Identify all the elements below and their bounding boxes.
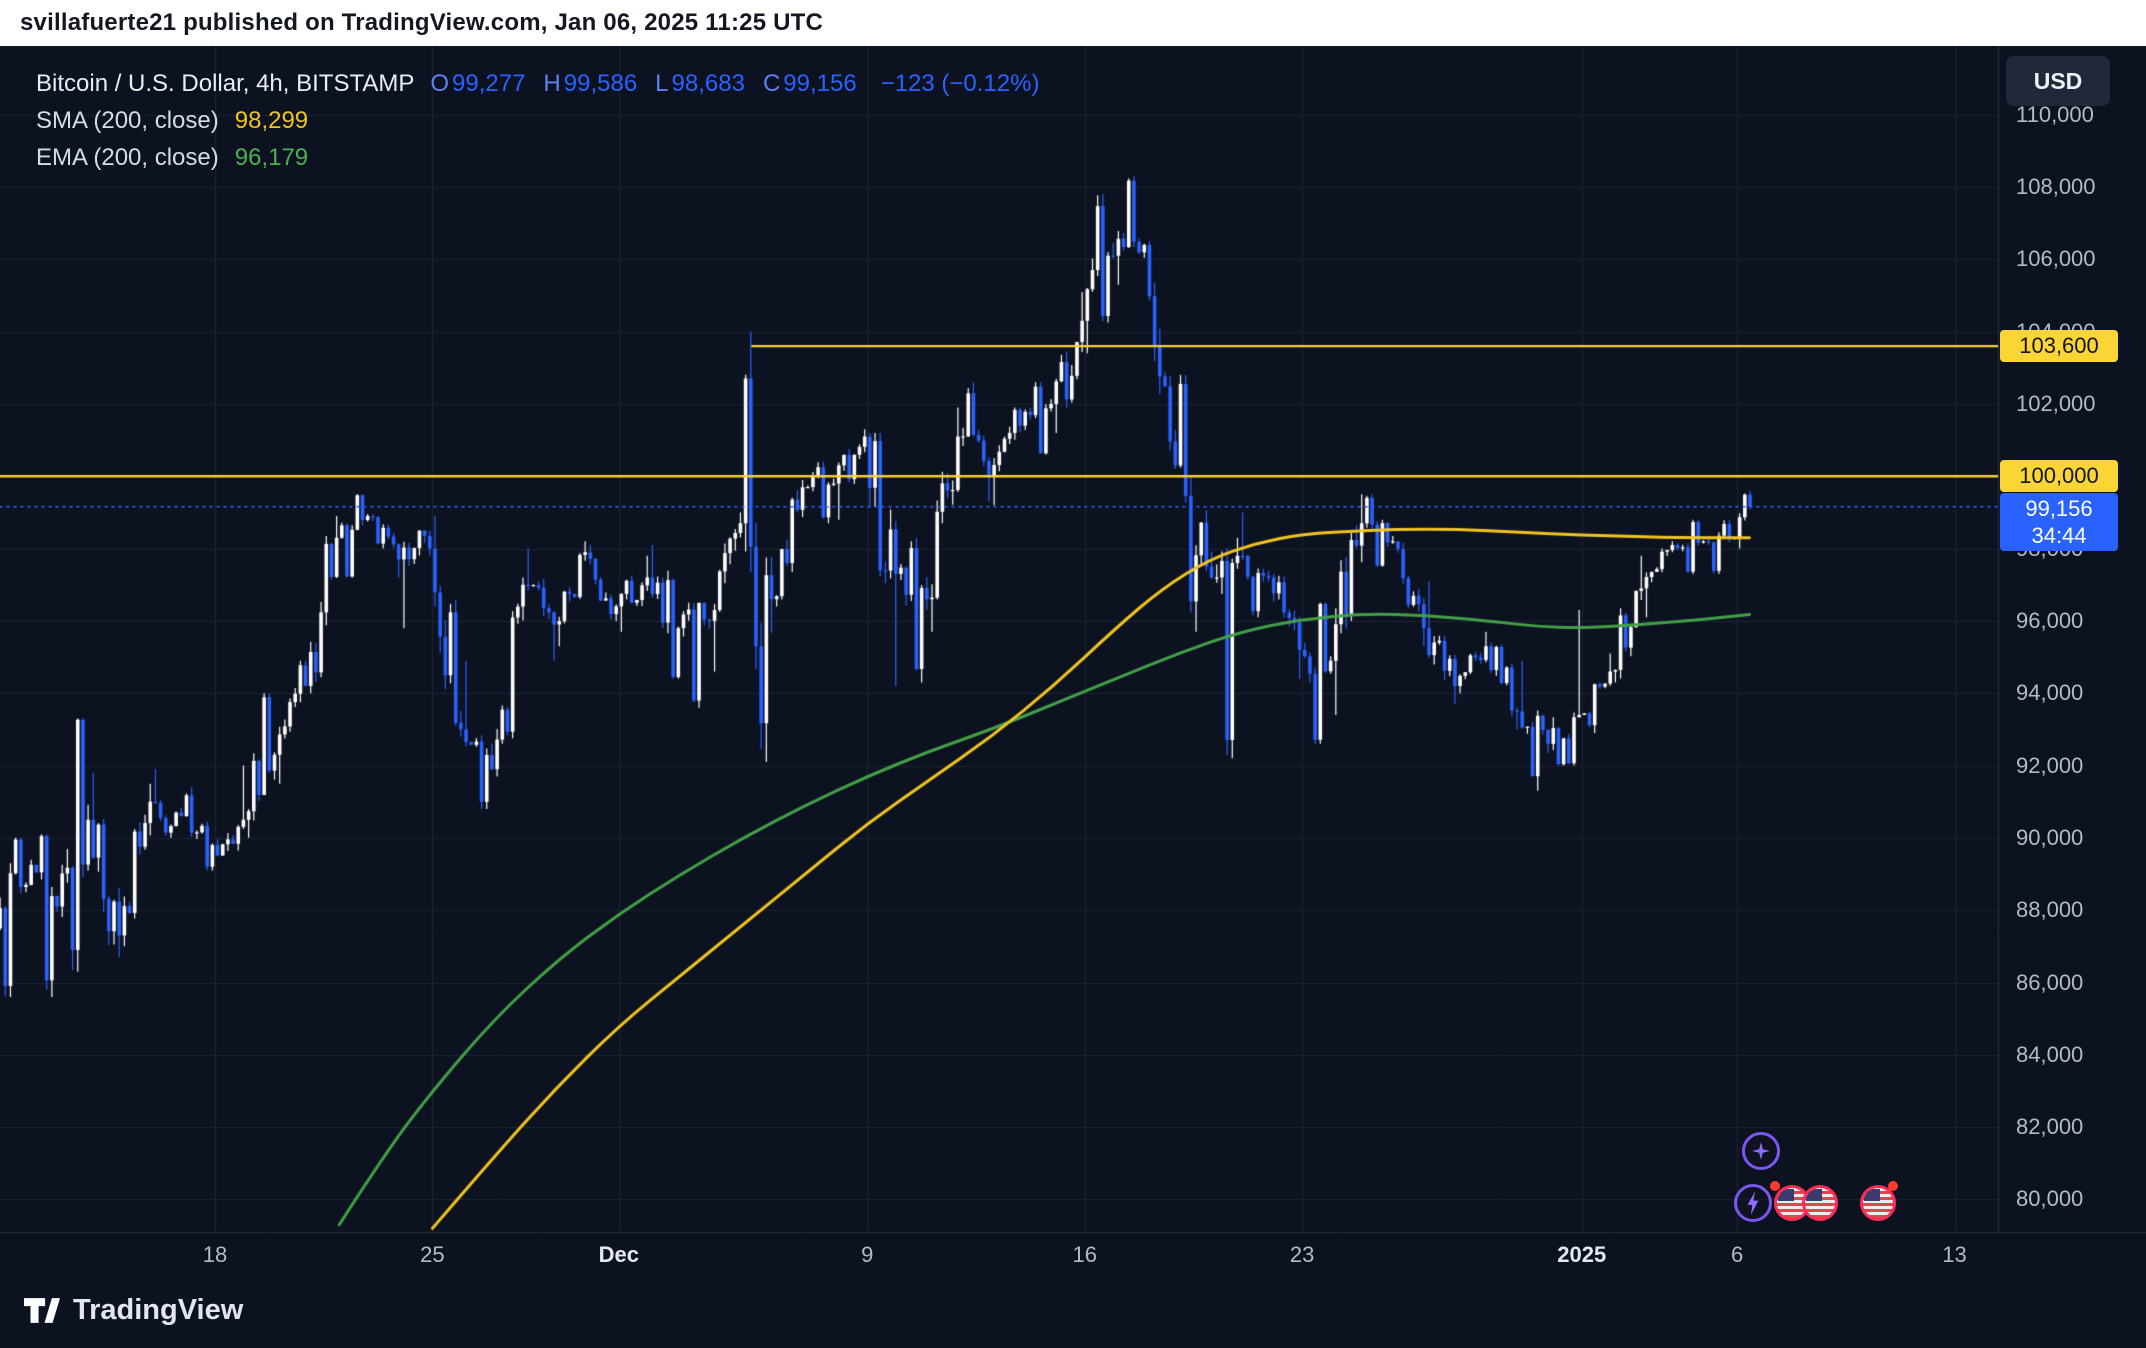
flag-avatar-2[interactable]	[1802, 1185, 1838, 1221]
high-label: H	[543, 70, 561, 97]
open-label: O	[430, 70, 450, 97]
tradingview-wordmark: TradingView	[73, 1294, 244, 1326]
ema-label[interactable]: EMA (200, close)	[36, 144, 219, 171]
sparkle-badge[interactable]	[1742, 1132, 1780, 1170]
level-badge-text: 103,600	[2019, 333, 2099, 359]
price-level-badge-100000[interactable]: 100,000	[2000, 460, 2118, 493]
publish-bar: svillafuerte21 published on TradingView.…	[0, 0, 2146, 46]
ema-row: EMA (200, close) 96,179	[36, 144, 1039, 172]
publish-info: svillafuerte21 published on TradingView.…	[20, 9, 824, 36]
low-label: L	[655, 70, 669, 97]
sparkle-icon	[1752, 1142, 1770, 1160]
notification-dot	[1770, 1181, 1780, 1191]
flag-avatar-3[interactable]	[1860, 1185, 1896, 1221]
close-value: 99,156	[783, 70, 857, 97]
tradingview-logo[interactable]: TradingView	[24, 1294, 243, 1327]
price-level-badge-103600[interactable]: 103,600	[2000, 330, 2118, 363]
last-price-value: 99,156	[2025, 496, 2093, 522]
candle-countdown: 34:44	[2031, 523, 2087, 549]
change-value: −123 (−0.12%)	[880, 70, 1040, 97]
high-value: 99,586	[563, 70, 638, 97]
close-label: C	[762, 70, 781, 97]
last-price-badge: 99,156 34:44	[2000, 493, 2118, 552]
sma-row: SMA (200, close) 98,299	[36, 107, 1039, 135]
tradingview-icon	[24, 1298, 60, 1323]
ohlc-values: O 99,277 H 99,586 L 98,683 C 99,156 −123 (−0…	[430, 70, 1039, 98]
level-badge-text: 100,000	[2019, 463, 2099, 489]
low-value: 98,683	[671, 70, 745, 97]
open-value: 99,277	[452, 70, 526, 97]
sma-value: 98,299	[234, 107, 309, 134]
sma-label[interactable]: SMA (200, close)	[36, 107, 219, 134]
chart-legend: Bitcoin / U.S. Dollar, 4h, BITSTAMP O 99,…	[36, 70, 1039, 181]
lightning-icon	[1747, 1191, 1759, 1215]
currency-button[interactable]: USD	[2006, 56, 2110, 106]
notification-dot	[1888, 1181, 1898, 1191]
symbol-row: Bitcoin / U.S. Dollar, 4h, BITSTAMP O 99,…	[36, 70, 1039, 98]
lightning-badge[interactable]	[1734, 1184, 1772, 1222]
ema-value: 96,179	[234, 144, 309, 171]
price-chart-canvas[interactable]	[0, 46, 2146, 1348]
symbol-title[interactable]: Bitcoin / U.S. Dollar, 4h, BITSTAMP	[36, 70, 415, 97]
